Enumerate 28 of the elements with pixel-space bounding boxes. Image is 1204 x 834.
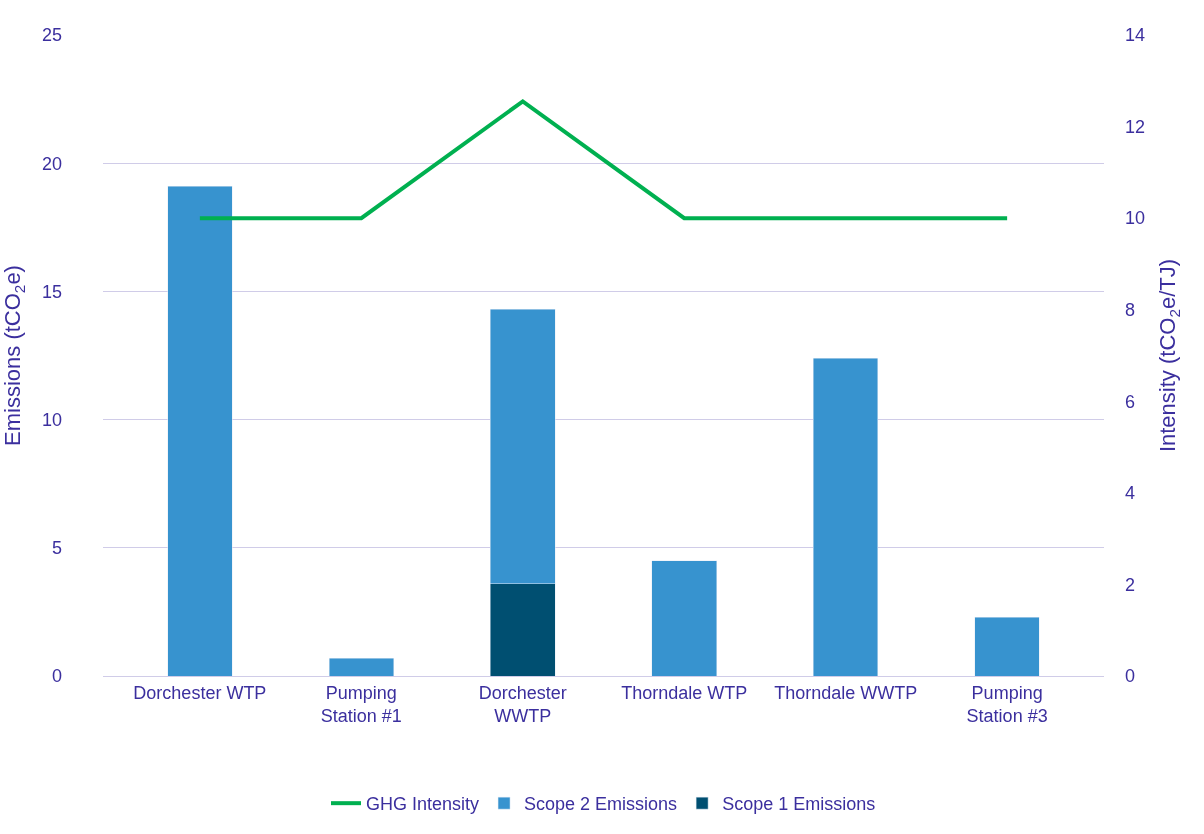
y2-tick-label: 12 <box>1125 116 1146 137</box>
bar <box>974 616 1040 676</box>
y-tick-label: 0 <box>51 666 62 687</box>
bar <box>167 186 233 676</box>
y-tick-label: 15 <box>41 281 62 302</box>
y-tick-label: 25 <box>41 25 62 46</box>
x-tick-label: Dorchester WWTP <box>478 682 567 726</box>
x-tick-label: Dorchester WTP <box>133 682 267 703</box>
y2-tick-label: 0 <box>1125 666 1136 687</box>
legend-label: Scope 1 Emissions <box>722 794 876 815</box>
legend-label: GHG Intensity <box>366 794 480 815</box>
bar <box>813 357 879 676</box>
y-tick-label: 5 <box>51 538 62 559</box>
legend-label: Scope 2 Emissions <box>524 794 678 815</box>
y2-tick-label: 4 <box>1125 483 1136 504</box>
y-tick-label: 10 <box>41 409 62 430</box>
y2-tick-label: 14 <box>1125 25 1146 46</box>
bar <box>328 657 394 676</box>
x-tick-label: Thorndale WTP <box>621 682 748 703</box>
x-tick-label: Pumping Station #3 <box>966 682 1048 726</box>
x-tick-label: Thorndale WWTP <box>774 682 918 703</box>
y-tick-label: 20 <box>41 153 62 174</box>
y2-tick-label: 2 <box>1125 574 1136 595</box>
x-tick-label: Pumping Station #1 <box>320 682 402 726</box>
y2-tick-label: 10 <box>1125 208 1146 229</box>
y2-tick-label: 8 <box>1125 300 1136 321</box>
bar <box>651 560 717 676</box>
y2-tick-label: 6 <box>1125 391 1136 412</box>
